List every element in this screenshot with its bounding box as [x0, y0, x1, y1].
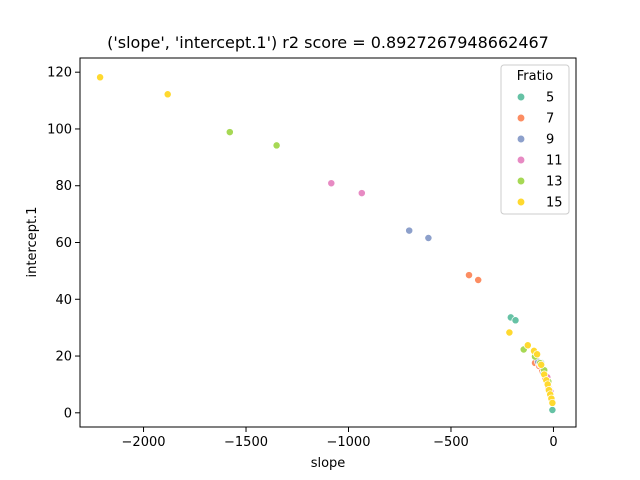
x-tick-label: −1500 [224, 435, 268, 450]
data-point-15-1 [163, 90, 172, 99]
x-axis-label: slope [311, 456, 346, 471]
legend-box [500, 64, 570, 215]
chart-title: ('slope', 'intercept.1') r2 score = 0.89… [107, 33, 549, 52]
legend-marker-15 [516, 197, 526, 207]
data-point-11-0 [327, 179, 336, 188]
data-point-9-0 [405, 226, 414, 235]
legend-marker-7 [516, 113, 526, 123]
y-tick-label: 60 [55, 236, 72, 251]
data-point-15-0 [96, 73, 105, 82]
legend-label-13: 13 [546, 175, 563, 190]
data-point-15-3 [523, 341, 532, 350]
y-tick-label: 0 [64, 406, 72, 421]
legend-marker-13 [516, 176, 526, 186]
y-axis-label: intercept.1 [25, 207, 40, 278]
y-tick-label: 80 [55, 179, 72, 194]
data-point-7-0 [465, 271, 473, 280]
legend-label-5: 5 [546, 91, 554, 106]
data-point-13-0 [225, 128, 234, 137]
data-point-11-1 [357, 189, 366, 198]
data-point-9-1 [424, 234, 433, 242]
x-tick-label: −1000 [327, 435, 371, 450]
data-point-5-1 [511, 316, 520, 325]
legend-label-11: 11 [546, 154, 563, 169]
y-tick-label: 20 [55, 350, 72, 365]
y-tick-label: 100 [47, 122, 72, 137]
data-point-7-1 [474, 276, 483, 284]
y-tick-label: 40 [55, 293, 72, 308]
legend-label-7: 7 [546, 112, 554, 127]
x-tick-label: −500 [433, 435, 469, 450]
legend-marker-11 [516, 155, 526, 165]
x-tick-label: −2000 [122, 435, 166, 450]
legend-label-9: 9 [546, 133, 554, 148]
data-point-15-13 [548, 398, 557, 407]
legend-marker-5 [516, 92, 526, 102]
data-point-15-6 [537, 360, 546, 369]
data-point-13-1 [272, 141, 281, 150]
y-axis-ticks: 0 20 40 60 80 100 120 [47, 66, 80, 421]
legend-label-15: 15 [546, 196, 563, 211]
x-axis-ticks: −2000 −1500 −1000 −500 0 [122, 427, 558, 450]
legend-title: Fratio [517, 69, 554, 84]
x-tick-label: 0 [549, 435, 557, 450]
data-points [96, 73, 557, 414]
data-point-15-2 [505, 328, 514, 337]
data-point-5-7 [548, 406, 557, 414]
legend: Fratio 5 7 9 11 13 15 [500, 64, 570, 215]
legend-items: 5 7 9 11 13 15 [516, 91, 563, 211]
y-tick-label: 120 [47, 66, 72, 81]
data-point-15-5 [533, 350, 542, 359]
legend-marker-9 [516, 134, 526, 144]
